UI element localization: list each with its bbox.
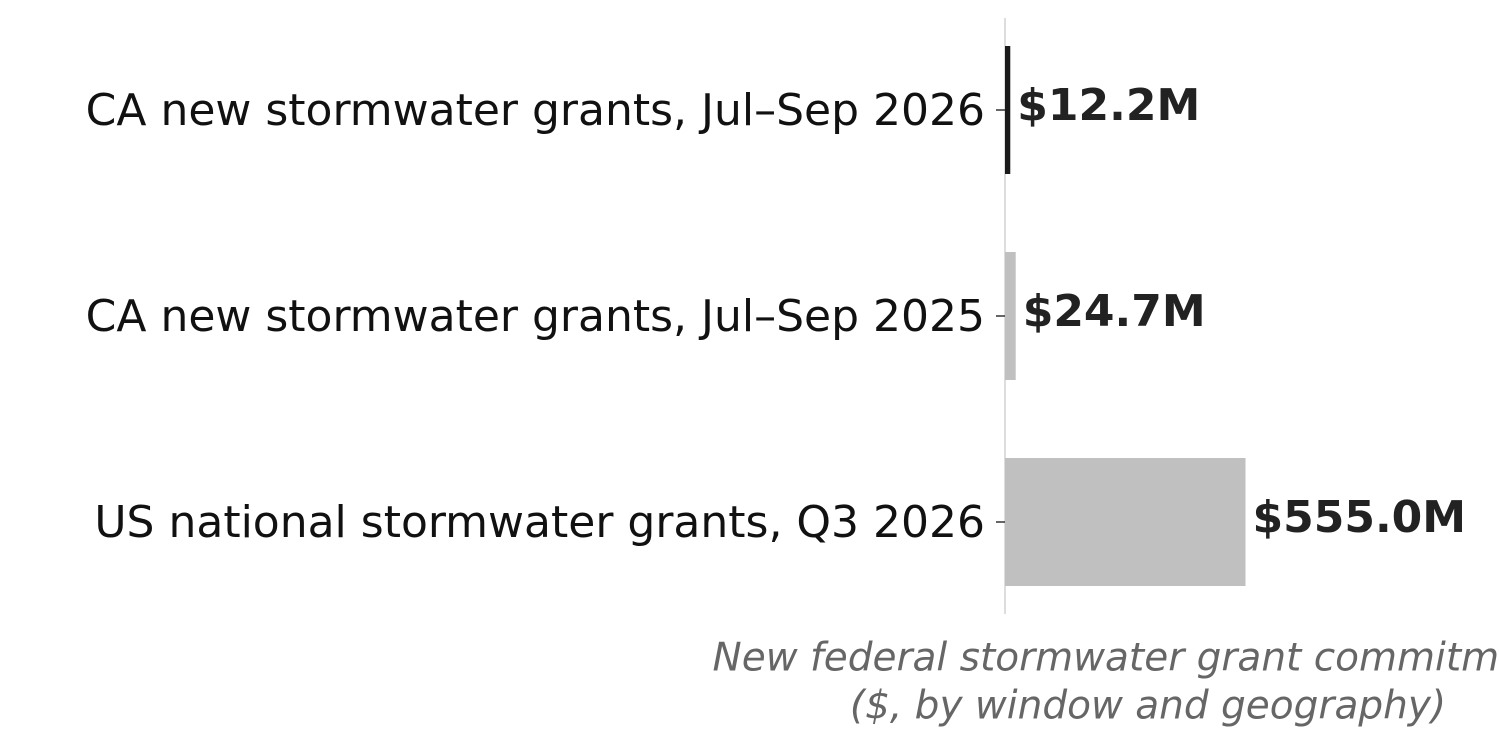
- value-label: $24.7M: [1023, 286, 1206, 337]
- value-label: $555.0M: [1253, 492, 1467, 543]
- y-tick-label: CA new stormwater grants, Jul–Sep 2026: [86, 85, 985, 136]
- y-tick-label: US national stormwater grants, Q3 2026: [94, 497, 985, 548]
- bar: [1005, 252, 1016, 380]
- bar: [1005, 458, 1246, 586]
- x-axis-label: ($, by window and geography): [850, 684, 1446, 729]
- y-tick-label: CA new stormwater grants, Jul–Sep 2025: [86, 291, 985, 342]
- value-label: $12.2M: [1017, 80, 1200, 131]
- bar: [1005, 46, 1011, 174]
- x-axis-label: New federal stormwater grant commitments: [713, 636, 1499, 681]
